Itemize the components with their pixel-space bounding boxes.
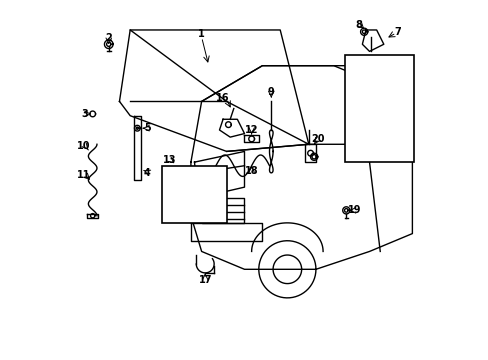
FancyBboxPatch shape	[162, 166, 226, 223]
Text: 6: 6	[375, 152, 382, 162]
Text: 4: 4	[143, 168, 150, 178]
Text: 7: 7	[394, 27, 401, 37]
Text: 15: 15	[185, 205, 199, 215]
Text: 20: 20	[310, 134, 324, 144]
Text: 14: 14	[164, 205, 178, 215]
Text: 5: 5	[143, 123, 150, 133]
Text: 19: 19	[347, 205, 361, 215]
Text: 12: 12	[244, 125, 258, 135]
Text: 2: 2	[105, 33, 112, 43]
Text: 1: 1	[198, 28, 204, 39]
Text: 9: 9	[267, 87, 274, 98]
FancyBboxPatch shape	[344, 55, 413, 162]
Text: 13: 13	[163, 155, 176, 165]
Text: 17: 17	[198, 275, 211, 285]
Text: 18: 18	[244, 166, 258, 176]
Text: 3: 3	[81, 109, 88, 119]
Text: 11: 11	[77, 170, 90, 180]
Text: 10: 10	[77, 141, 90, 151]
Text: 16: 16	[216, 93, 229, 103]
Text: 8: 8	[355, 19, 362, 30]
